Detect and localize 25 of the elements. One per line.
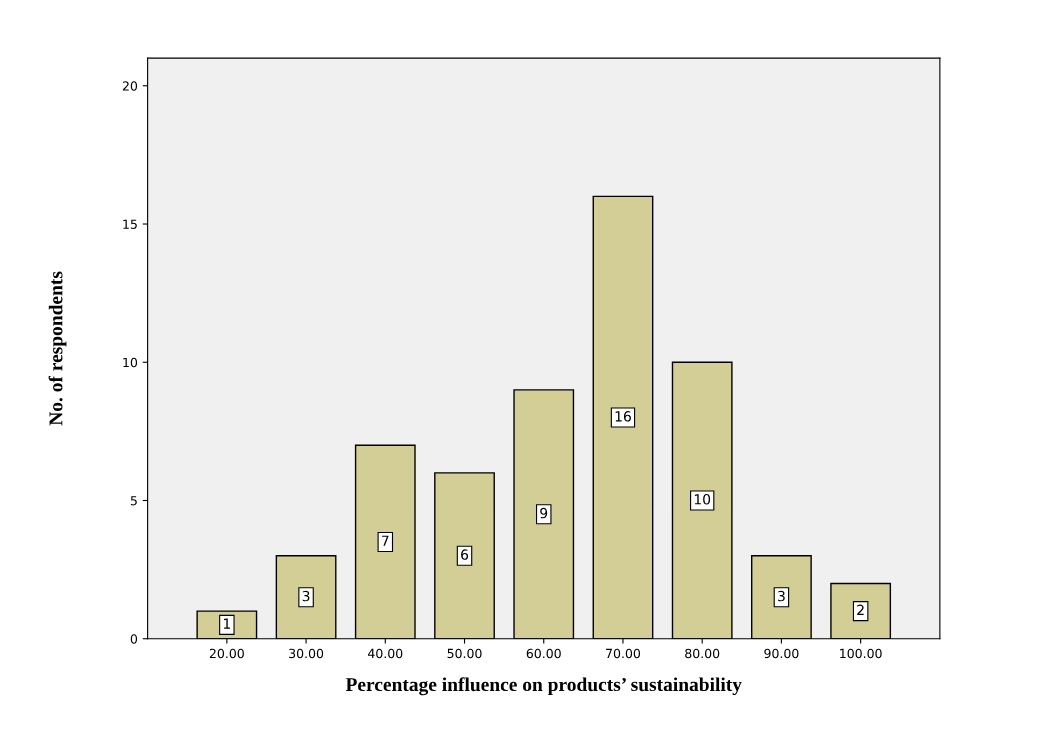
y-tick-label: 10 [123,357,138,368]
data-label: 3 [302,590,310,602]
x-tick-label: 60.00 [526,648,561,659]
x-tick-label: 100.00 [840,648,882,659]
y-tick-label: 5 [130,496,137,506]
y-axis-title: No. of respondents [48,271,67,426]
x-tick-label: 30.00 [289,648,324,659]
x-tick-label: 70.00 [606,648,641,659]
x-tick-label: 20.00 [209,648,244,659]
data-label: 10 [694,494,711,505]
data-label: 16 [615,411,631,422]
x-axis-title: Percentage influence on products’ sustainability [345,677,742,696]
data-label: 3 [778,590,785,602]
x-tick-label: 80.00 [685,648,720,659]
x-tick-label: 40.00 [368,648,403,659]
x-tick-label: 90.00 [764,648,799,659]
data-label: 9 [540,507,548,519]
y-tick-label: 0 [130,634,138,644]
data-label: 1 [223,618,230,629]
x-tick-label: 50.00 [447,648,482,659]
y-tick-label: 15 [123,219,137,229]
data-label: 6 [461,549,469,560]
y-tick-label: 20 [122,81,138,91]
data-label: 2 [857,604,864,615]
data-label: 7 [382,535,389,546]
